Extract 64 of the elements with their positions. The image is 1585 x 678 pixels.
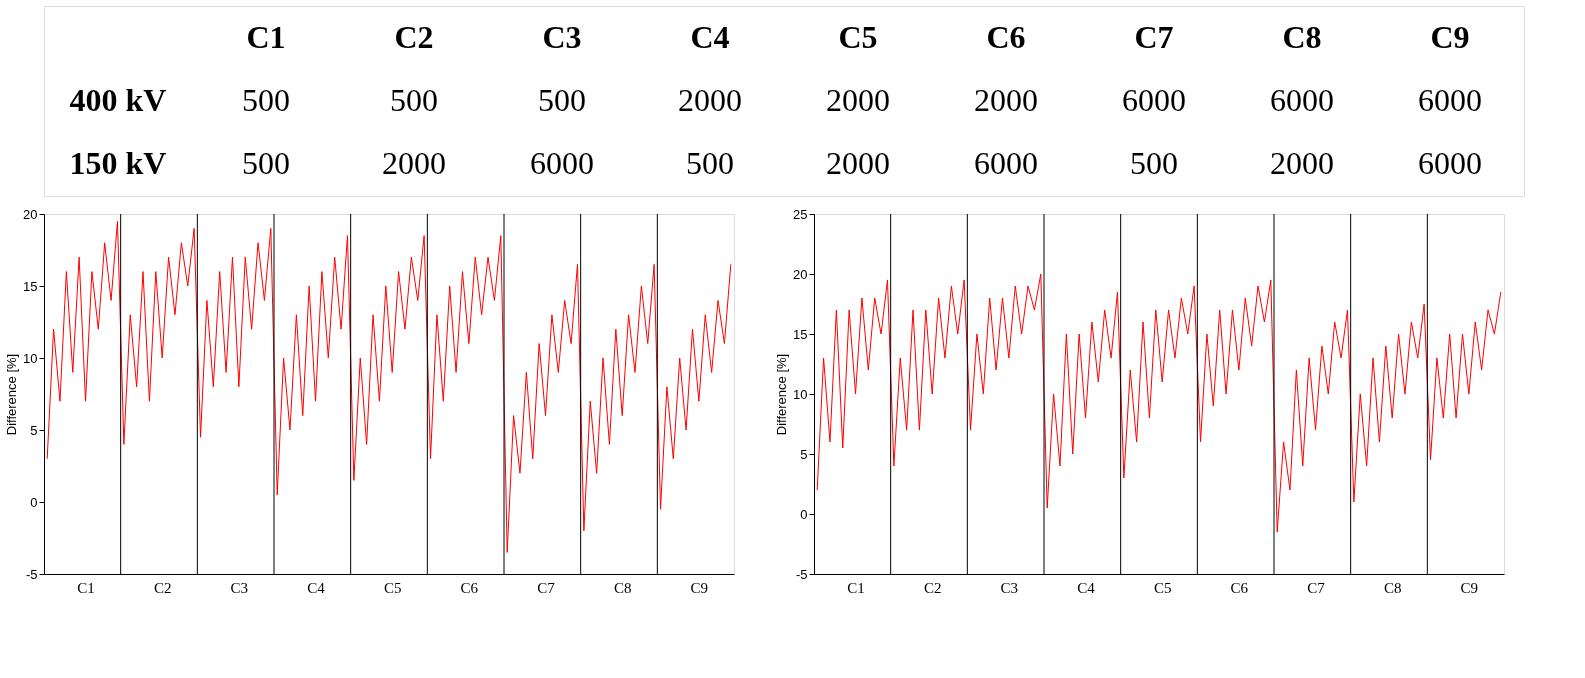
x-tick-label: C2 [923, 579, 942, 596]
text: 500 [686, 145, 734, 182]
x-tick-label: C7 [537, 579, 556, 596]
text: C7 [1134, 18, 1174, 55]
y-tick-label: 25 [793, 206, 808, 222]
x-tick-label: C9 [1460, 579, 1479, 596]
text: C3 [542, 18, 582, 55]
text: 500 [538, 82, 586, 118]
y-tick-label: 15 [793, 326, 808, 342]
text: 6000 [1122, 82, 1186, 118]
text: C8 [1282, 18, 1322, 55]
text: 500 [1130, 145, 1178, 182]
x-tick-label: C8 [1383, 579, 1402, 596]
y-axis-title: Difference [%] [4, 353, 20, 436]
x-tick-label: C3 [1000, 579, 1019, 596]
text: C9 [1430, 18, 1470, 55]
y-tick-label: 20 [23, 206, 38, 222]
text: 2000 [678, 82, 742, 118]
y-tick-label: 0 [30, 494, 38, 510]
y-axis-title: Difference [%] [774, 353, 790, 436]
text: 500 [242, 82, 290, 118]
text: C2 [394, 18, 434, 55]
x-tick-label: C5 [1153, 579, 1172, 596]
x-tick-label: C4 [1077, 579, 1096, 596]
x-tick-label: C9 [690, 579, 709, 596]
y-tick-label: -5 [795, 566, 808, 582]
text: C5 [838, 18, 878, 55]
x-tick-label: C5 [383, 579, 402, 596]
x-tick-label: C1 [77, 579, 95, 596]
text: 150 kV [69, 145, 167, 182]
x-tick-label: C2 [153, 579, 172, 596]
x-tick-label: C8 [613, 579, 632, 596]
text: 2000 [974, 82, 1038, 118]
y-tick-label: 5 [30, 422, 38, 438]
line-series [816, 273, 1502, 533]
y-tick-label: 15 [23, 278, 38, 294]
text: 500 [242, 145, 290, 182]
x-tick-label: C7 [1307, 579, 1326, 596]
x-tick-label: C6 [1230, 579, 1249, 596]
text: C6 [986, 18, 1026, 55]
y-tick-label: 20 [793, 266, 808, 282]
y-tick-label: 10 [793, 386, 808, 402]
y-tick-label: 5 [800, 446, 808, 462]
y-tick-label: 0 [800, 506, 808, 522]
text: C4 [690, 18, 730, 55]
text: 6000 [1418, 82, 1482, 118]
text: C1 [246, 18, 286, 55]
x-tick-label: C4 [307, 579, 326, 596]
text: 6000 [974, 145, 1038, 182]
y-tick-label: 10 [23, 350, 38, 366]
text: 6000 [530, 145, 594, 182]
x-tick-label: C1 [847, 579, 865, 596]
x-tick-label: C6 [460, 579, 479, 596]
text: 2000 [826, 82, 890, 118]
text: 2000 [1270, 145, 1334, 182]
line-series [46, 220, 732, 553]
text: 6000 [1270, 82, 1334, 118]
text: 2000 [826, 145, 890, 182]
text: 500 [390, 82, 438, 118]
text: 400 kV [69, 82, 167, 118]
text: 2000 [382, 145, 446, 182]
x-tick-label: C3 [230, 579, 249, 596]
text: 6000 [1418, 145, 1482, 182]
y-tick-label: -5 [25, 566, 38, 582]
